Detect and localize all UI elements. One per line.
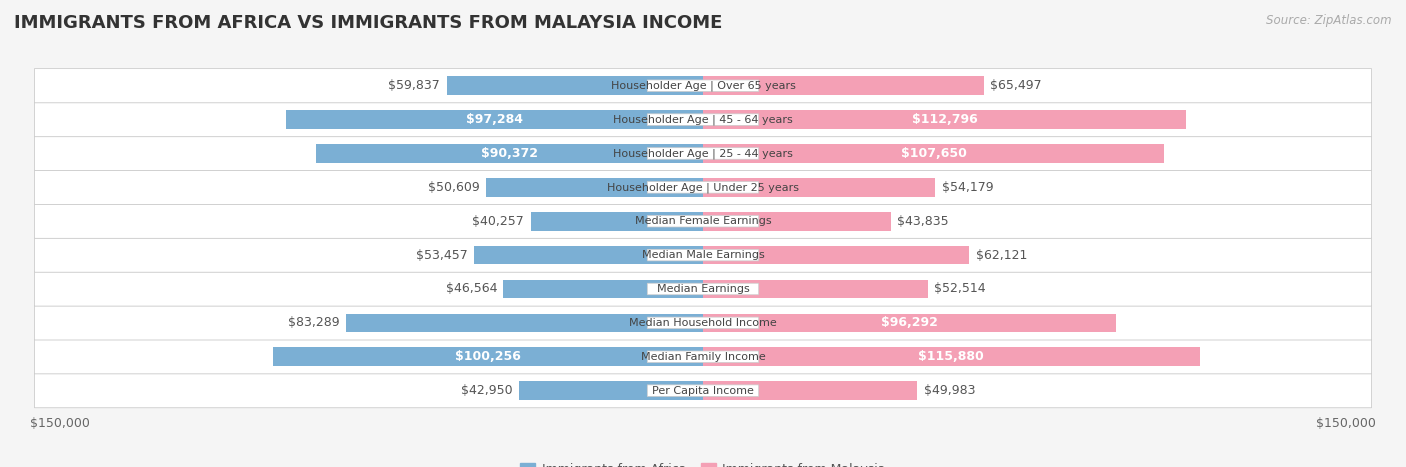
Bar <box>703 144 1164 163</box>
FancyBboxPatch shape <box>647 182 759 193</box>
Text: $43,835: $43,835 <box>897 215 949 228</box>
Text: $90,372: $90,372 <box>481 147 538 160</box>
Text: IMMIGRANTS FROM AFRICA VS IMMIGRANTS FROM MALAYSIA INCOME: IMMIGRANTS FROM AFRICA VS IMMIGRANTS FRO… <box>14 14 723 32</box>
Text: $59,837: $59,837 <box>388 79 440 92</box>
Text: $107,650: $107,650 <box>901 147 966 160</box>
Text: $54,179: $54,179 <box>942 181 993 194</box>
FancyBboxPatch shape <box>647 80 759 92</box>
Bar <box>703 280 928 298</box>
Bar <box>316 144 703 163</box>
Text: $40,257: $40,257 <box>472 215 524 228</box>
Text: $97,284: $97,284 <box>465 113 523 126</box>
Text: Householder Age | 25 - 44 years: Householder Age | 25 - 44 years <box>613 148 793 159</box>
Text: Median Earnings: Median Earnings <box>657 284 749 294</box>
Text: $62,121: $62,121 <box>976 248 1026 262</box>
FancyBboxPatch shape <box>35 69 1371 103</box>
Text: $112,796: $112,796 <box>911 113 977 126</box>
Bar <box>703 110 1187 129</box>
FancyBboxPatch shape <box>647 249 759 261</box>
Text: $115,880: $115,880 <box>918 350 984 363</box>
Text: Per Capita Income: Per Capita Income <box>652 386 754 396</box>
FancyBboxPatch shape <box>35 374 1371 408</box>
FancyBboxPatch shape <box>647 317 759 329</box>
Bar <box>503 280 703 298</box>
FancyBboxPatch shape <box>35 204 1371 238</box>
Bar <box>447 77 703 95</box>
Text: $46,564: $46,564 <box>446 283 498 296</box>
FancyBboxPatch shape <box>647 114 759 125</box>
Bar <box>703 313 1115 332</box>
Bar <box>703 77 984 95</box>
FancyBboxPatch shape <box>35 238 1371 272</box>
Bar <box>287 110 703 129</box>
Text: $42,950: $42,950 <box>461 384 513 397</box>
Bar <box>703 212 891 231</box>
Bar <box>346 313 703 332</box>
Bar <box>530 212 703 231</box>
Text: $96,292: $96,292 <box>882 316 938 329</box>
Text: $65,497: $65,497 <box>990 79 1042 92</box>
FancyBboxPatch shape <box>35 272 1371 306</box>
Text: Householder Age | Over 65 years: Householder Age | Over 65 years <box>610 80 796 91</box>
Text: Source: ZipAtlas.com: Source: ZipAtlas.com <box>1267 14 1392 27</box>
Bar <box>703 178 935 197</box>
Text: Householder Age | 45 - 64 years: Householder Age | 45 - 64 years <box>613 114 793 125</box>
FancyBboxPatch shape <box>35 306 1371 340</box>
Text: Median Female Earnings: Median Female Earnings <box>634 216 772 226</box>
Text: $52,514: $52,514 <box>935 283 986 296</box>
Text: Median Household Income: Median Household Income <box>628 318 778 328</box>
Bar <box>703 347 1199 366</box>
Bar <box>519 382 703 400</box>
Bar <box>703 246 969 264</box>
Text: $50,609: $50,609 <box>427 181 479 194</box>
FancyBboxPatch shape <box>647 215 759 227</box>
FancyBboxPatch shape <box>35 136 1371 170</box>
Text: $83,289: $83,289 <box>288 316 340 329</box>
Text: Median Family Income: Median Family Income <box>641 352 765 362</box>
FancyBboxPatch shape <box>35 340 1371 374</box>
Text: $100,256: $100,256 <box>456 350 522 363</box>
Text: Median Male Earnings: Median Male Earnings <box>641 250 765 260</box>
Text: Householder Age | Under 25 years: Householder Age | Under 25 years <box>607 182 799 192</box>
FancyBboxPatch shape <box>647 283 759 295</box>
Text: $53,457: $53,457 <box>416 248 468 262</box>
FancyBboxPatch shape <box>647 351 759 362</box>
FancyBboxPatch shape <box>647 148 759 159</box>
Bar <box>703 382 917 400</box>
Bar <box>474 246 703 264</box>
Legend: Immigrants from Africa, Immigrants from Malaysia: Immigrants from Africa, Immigrants from … <box>515 458 891 467</box>
Text: $49,983: $49,983 <box>924 384 976 397</box>
FancyBboxPatch shape <box>647 385 759 396</box>
FancyBboxPatch shape <box>35 102 1371 137</box>
Bar <box>486 178 703 197</box>
FancyBboxPatch shape <box>35 170 1371 205</box>
Bar <box>273 347 703 366</box>
